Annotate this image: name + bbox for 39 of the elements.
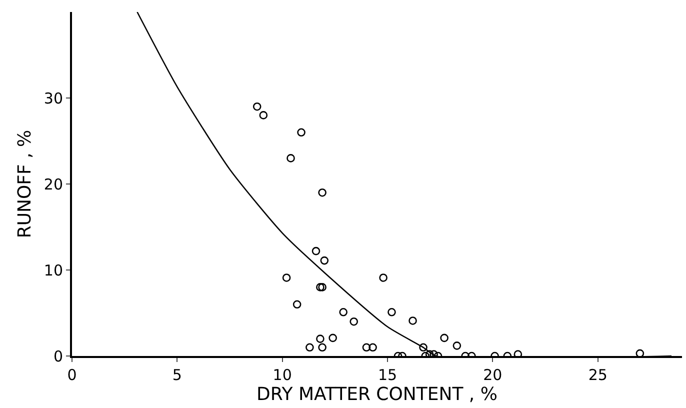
- y-tick-label: 10: [44, 261, 63, 280]
- point: [419, 343, 428, 352]
- point: [388, 308, 396, 316]
- y-tick-label: 20: [44, 175, 63, 194]
- point: [440, 334, 448, 342]
- y-tick-label: 30: [44, 89, 63, 108]
- point: [328, 334, 337, 342]
- point: [320, 256, 329, 265]
- point: [312, 246, 320, 256]
- x-tick-label: 0: [67, 366, 77, 384]
- point: [282, 274, 291, 282]
- x-tick-label: 5: [172, 366, 182, 384]
- x-axis-title: DRY MATTER CONTENT , %: [256, 384, 498, 405]
- point: [430, 350, 438, 356]
- y-tick-label: 0: [53, 347, 63, 366]
- point: [297, 128, 306, 137]
- point: [286, 154, 295, 162]
- point: [259, 111, 268, 120]
- point: [350, 317, 358, 326]
- point: [252, 102, 262, 111]
- point: [636, 349, 644, 356]
- point: [408, 316, 417, 325]
- x-tick-label: 20: [483, 366, 502, 384]
- x-tick-label: 25: [588, 366, 608, 384]
- point: [379, 274, 388, 282]
- point: [452, 342, 462, 350]
- point: [368, 343, 377, 352]
- point: [318, 188, 326, 197]
- point: [306, 343, 314, 352]
- point: [316, 334, 324, 343]
- point: [318, 283, 326, 292]
- x-tick-label: 10: [272, 366, 292, 384]
- x-tick-label: 15: [378, 366, 398, 384]
- point: [316, 283, 324, 292]
- point: [339, 308, 348, 316]
- point: [292, 300, 302, 309]
- point: [318, 343, 326, 352]
- point: [362, 343, 371, 352]
- y-axis-title: RUNOFF , %: [14, 130, 36, 238]
